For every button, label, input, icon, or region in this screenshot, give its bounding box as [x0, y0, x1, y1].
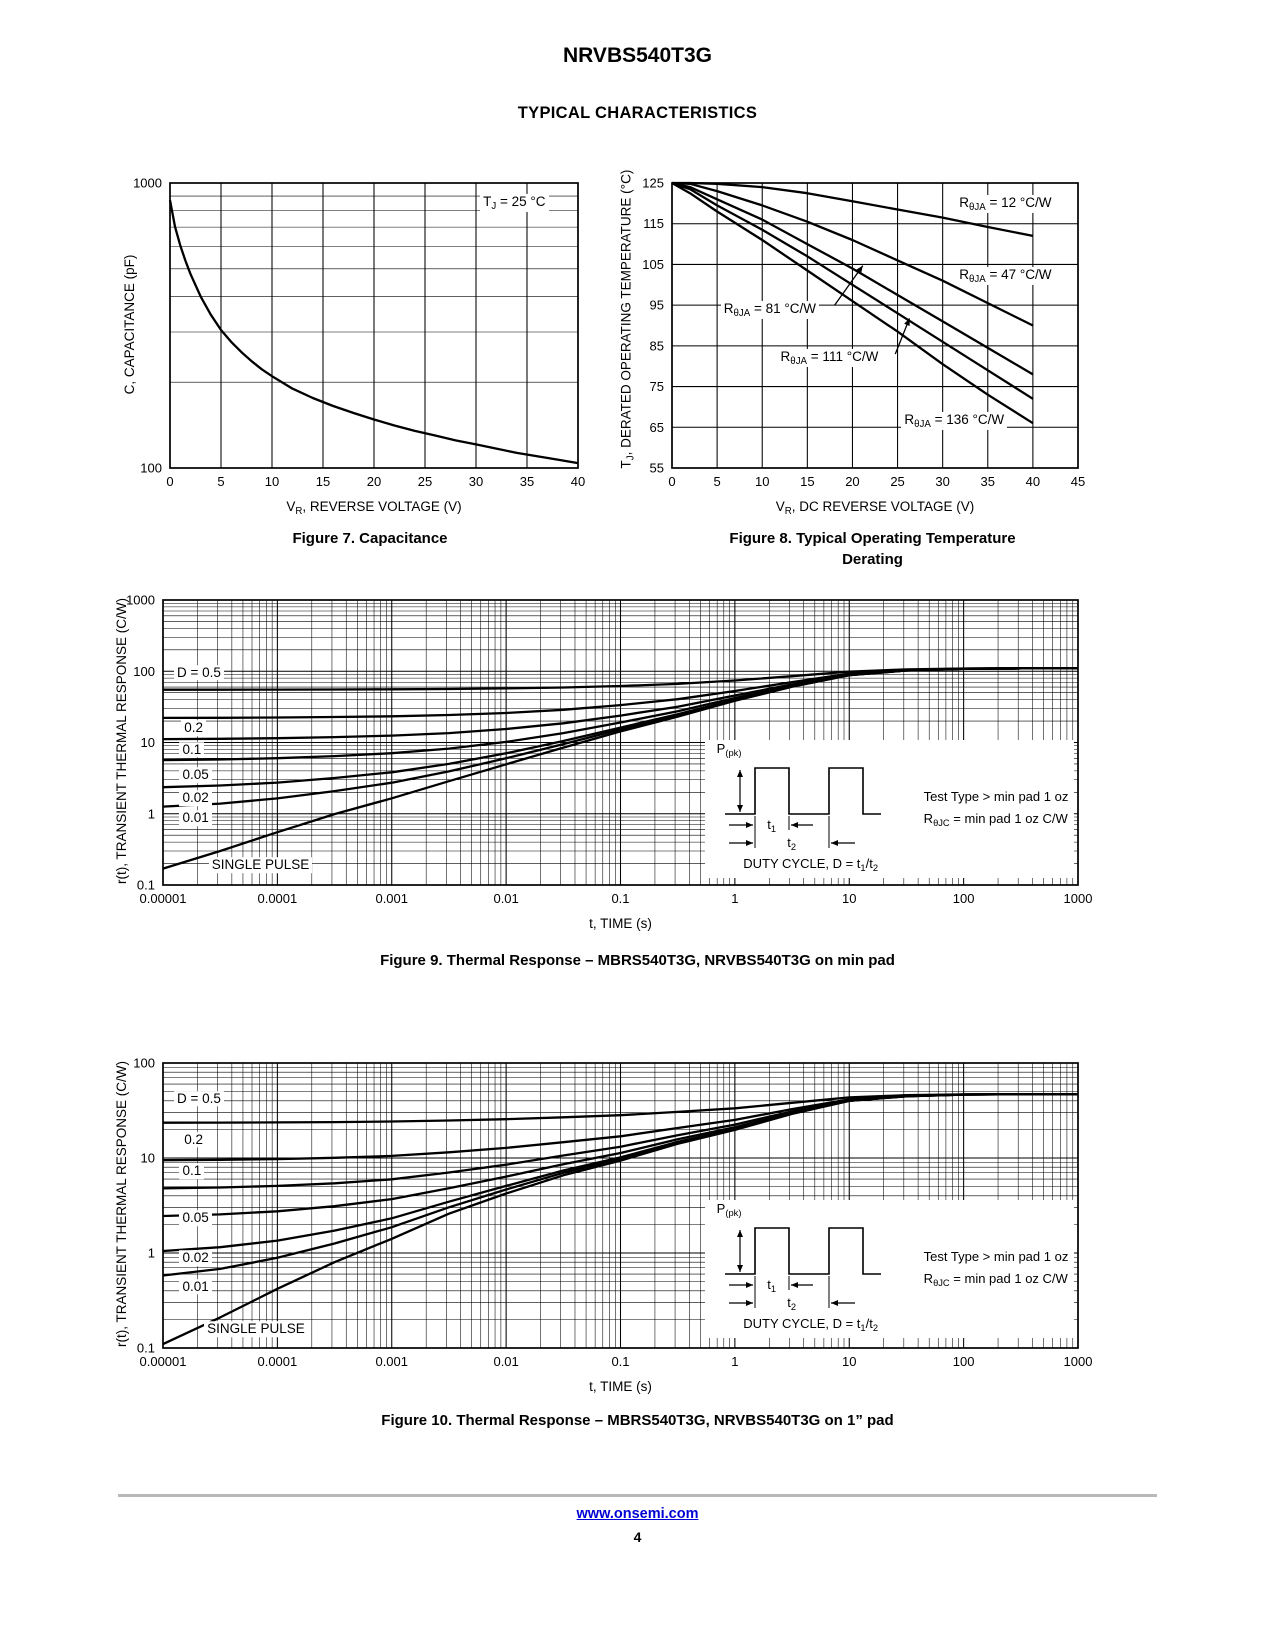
x-tick-label: 10	[842, 1354, 856, 1369]
y-tick-label: 75	[650, 379, 664, 394]
x-tick-label: 0.00001	[140, 1354, 187, 1369]
figure8-caption-line1: Figure 8. Typical Operating Temperature	[729, 530, 1016, 547]
figure9-plot-svg: 0.00001 0.0001 0.001 0.01 0.1 1 10 100 1000 0.1 1 1…	[126, 593, 1093, 907]
x-tick-label: 10	[265, 474, 279, 489]
y-tick-label: 0.1	[137, 878, 155, 893]
x-tick-label: 0.001	[375, 1354, 408, 1369]
figure8-chart: 0 5 10 15 20 25 30 35 40 45 55 65 75 85 95 105 115 125 RθJ…	[600, 165, 1145, 525]
x-tick-label: 0	[668, 474, 675, 489]
figure8-series-2	[671, 181, 1034, 376]
figure7-chart: 0 5 10 15 20 25 30 35 40 100 1000 TJ = 25 °C VR, REV…	[100, 165, 610, 525]
x-tick-label: 35	[981, 474, 995, 489]
x-tick-label: 40	[571, 474, 585, 489]
y-tick-label: 65	[650, 420, 664, 435]
y-tick-label: 105	[642, 257, 664, 272]
x-tick-label: 0	[166, 474, 173, 489]
y-tick-label: 0.1	[137, 1341, 155, 1356]
x-tick-label: 1	[731, 1354, 738, 1369]
section-title: TYPICAL CHARACTERISTICS	[517, 104, 758, 122]
y-tick-label: 55	[650, 461, 664, 476]
figure10-caption: Figure 10. Thermal Response – MBRS540T3G…	[381, 1412, 894, 1429]
y-tick-label: 100	[133, 664, 155, 679]
x-tick-label: 10	[842, 891, 856, 906]
x-tick-label: 5	[217, 474, 224, 489]
x-tick-label: 40	[1026, 474, 1040, 489]
y-tick-label: 10	[141, 735, 155, 750]
figure8-plot-svg: 0 5 10 15 20 25 30 35 40 45 55 65 75 85 95 105 115 125	[642, 176, 1085, 490]
y-tick-label: 85	[650, 338, 664, 353]
x-tick-label: 0.1	[611, 1354, 629, 1369]
figure8-caption-line2: Derating	[842, 551, 903, 568]
figure8-series-4	[671, 181, 1034, 425]
figure8-series-1	[671, 181, 1034, 327]
page-title: NRVBS540T3G	[562, 44, 712, 67]
figure8-caption: Figure 8. Typical Operating Temperature …	[600, 528, 1145, 570]
y-tick-label: 1	[148, 1246, 155, 1261]
y-tick-label: 100	[140, 461, 162, 476]
onsemi-link[interactable]: www.onsemi.com	[576, 1506, 699, 1522]
figure9-chart: 0.00001 0.0001 0.001 0.01 0.1 1 10 100 1000 0.1 1 1…	[95, 580, 1135, 945]
x-tick-label: 30	[935, 474, 949, 489]
page-number: 4	[633, 1529, 642, 1545]
figure10-chart: 0.00001 0.0001 0.001 0.01 0.1 1 10 100 1000 0.1 1 1…	[95, 1043, 1135, 1408]
y-tick-label: 115	[643, 216, 664, 231]
x-tick-label: 15	[316, 474, 330, 489]
figure10-plot-svg: 0.00001 0.0001 0.001 0.01 0.1 1 10 100 1000 0.1 1 1…	[133, 1056, 1093, 1370]
figure9-caption: Figure 9. Thermal Response – MBRS540T3G,…	[380, 952, 895, 969]
x-tick-label: 35	[520, 474, 534, 489]
y-tick-label: 10	[141, 1151, 155, 1166]
figure9-series-6	[162, 667, 1079, 870]
x-tick-label: 1000	[1064, 891, 1093, 906]
y-tick-label: 1	[148, 806, 155, 821]
x-tick-label: 100	[953, 1354, 975, 1369]
figure7-plot-svg: 0 5 10 15 20 25 30 35 40 100 1000	[133, 176, 585, 490]
figure10-series-6	[162, 1093, 1078, 1346]
x-tick-label: 25	[890, 474, 904, 489]
figure7-caption: Figure 7. Capacitance	[292, 530, 448, 547]
x-tick-label: 0.001	[375, 891, 408, 906]
x-tick-label: 0.0001	[257, 891, 297, 906]
figure8-series-0	[672, 181, 1034, 238]
x-tick-label: 45	[1071, 474, 1085, 489]
y-tick-label: 125	[642, 176, 664, 191]
x-tick-label: 0.01	[493, 1354, 518, 1369]
x-tick-label: 5	[713, 474, 720, 489]
y-tick-label: 1000	[126, 593, 155, 608]
x-tick-label: 1000	[1064, 1354, 1093, 1369]
x-tick-label: 0.0001	[257, 1354, 297, 1369]
y-tick-label: 95	[650, 298, 664, 313]
figure8-series-3	[671, 181, 1034, 400]
x-tick-label: 0.1	[611, 891, 629, 906]
y-tick-label: 100	[133, 1056, 155, 1071]
x-tick-label: 0.01	[493, 891, 518, 906]
footer-divider	[118, 1494, 1157, 1497]
figure7-series-0	[168, 199, 579, 465]
x-tick-label: 20	[845, 474, 859, 489]
x-tick-label: 20	[367, 474, 381, 489]
x-tick-label: 10	[755, 474, 769, 489]
x-tick-label: 100	[953, 891, 975, 906]
y-tick-label: 1000	[133, 176, 162, 191]
x-tick-label: 0.00001	[140, 891, 187, 906]
x-tick-label: 30	[469, 474, 483, 489]
x-tick-label: 1	[731, 891, 738, 906]
x-tick-label: 15	[800, 474, 814, 489]
x-tick-label: 25	[418, 474, 432, 489]
